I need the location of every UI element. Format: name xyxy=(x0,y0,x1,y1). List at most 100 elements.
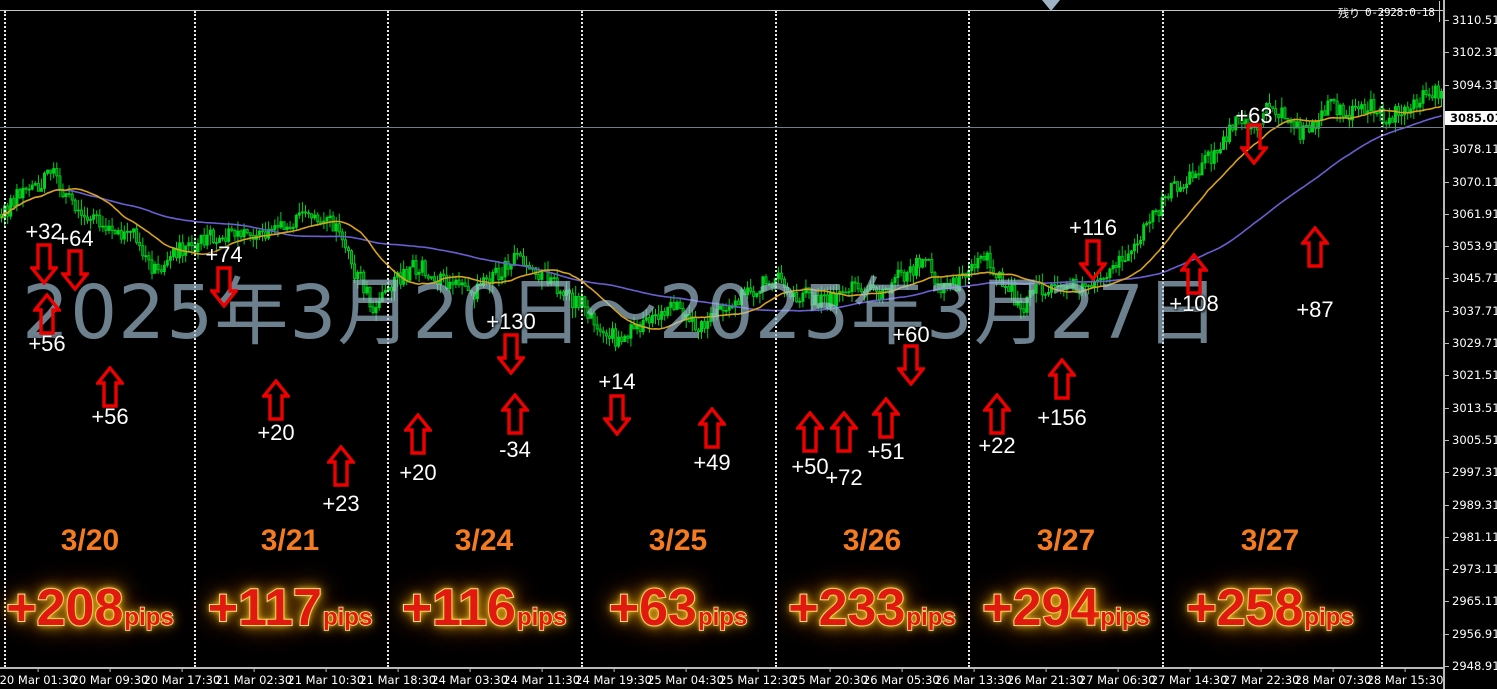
sell-arrow-down-icon xyxy=(495,333,527,380)
buy-arrow-up-icon xyxy=(794,410,826,458)
price-tick-label: 3045.71 xyxy=(1445,272,1497,285)
time-tick-label: 27 Mar 06:30 xyxy=(1078,667,1156,687)
price-tick-label: 2948.91 xyxy=(1445,660,1497,673)
time-tick-label: 20 Mar 09:30 xyxy=(71,667,149,687)
trade-pips-label: +51 xyxy=(867,439,905,464)
sell-arrow-down-icon xyxy=(208,266,240,313)
day-pips-unit: pips xyxy=(1304,604,1355,632)
price-tick-label: 3021.51 xyxy=(1445,369,1497,382)
day-pips-value: +258 xyxy=(1185,579,1304,637)
buy-arrow-up-icon xyxy=(402,412,434,460)
day-pips-unit: pips xyxy=(697,604,748,632)
trade-pips-label: +64 xyxy=(56,226,94,251)
sell-arrow-down-icon xyxy=(28,243,60,290)
trade-pips-label: +56 xyxy=(28,331,66,356)
top-border-rule xyxy=(0,10,1443,11)
time-tick-label: 21 Mar 02:30 xyxy=(215,667,293,687)
price-tick-label: 2973.11 xyxy=(1445,563,1497,576)
day-pips-total: +258 pips xyxy=(1185,579,1355,637)
trade-pips-label: +130 xyxy=(486,309,536,334)
day-pips-value: +63 xyxy=(608,579,698,637)
price-tick-label: 3037.71 xyxy=(1445,304,1497,318)
trade-pips-label: +50 xyxy=(791,454,829,479)
trade-pips-label: -34 xyxy=(499,437,531,462)
day-pips-value: +117 xyxy=(207,579,323,637)
time-tick-label: 25 Mar 20:30 xyxy=(791,667,868,687)
time-tick-label: 20 Mar 17:30 xyxy=(143,667,221,687)
time-tick-label: 21 Mar 18:30 xyxy=(359,667,437,687)
trade-pips-label: +60 xyxy=(892,322,930,347)
trade-pips-label: +63 xyxy=(1235,103,1273,128)
time-tick-label: 25 Mar 04:30 xyxy=(647,667,724,687)
day-separator-line xyxy=(4,11,6,667)
price-tick-label: 2981.11 xyxy=(1445,530,1497,544)
trade-pips-label: +116 xyxy=(1069,215,1117,240)
price-tick-label: 3070.11 xyxy=(1445,175,1497,189)
day-pips-unit: pips xyxy=(322,604,373,632)
day-date-label: 3/25 xyxy=(648,524,708,557)
time-tick-label: 28 Mar 15:30 xyxy=(1366,667,1444,687)
current-price-line xyxy=(0,127,1443,128)
sell-arrow-down-icon xyxy=(1238,123,1270,170)
day-pips-unit: pips xyxy=(124,604,175,632)
buy-arrow-up-icon xyxy=(828,410,860,458)
day-pips-unit: pips xyxy=(1100,604,1151,632)
time-axis[interactable]: 20 Mar 01:30 20 Mar 09:30 20 Mar 17:30 21 M… xyxy=(0,667,1443,689)
price-tick-label: 2997.31 xyxy=(1445,466,1497,479)
trade-pips-label: +20 xyxy=(257,420,295,445)
time-tick-label: 27 Mar 14:30 xyxy=(1150,667,1228,687)
buy-arrow-up-icon xyxy=(260,378,292,426)
price-axis[interactable]: 3110.51 3102.31 3094.31 3085.01 3078.11 3070.… xyxy=(1443,0,1497,689)
time-tick-label: 21 Mar 10:30 xyxy=(287,667,365,687)
day-date-label: 3/24 xyxy=(454,524,514,557)
day-separator-line xyxy=(194,11,196,667)
day-separator-line xyxy=(387,11,389,667)
buy-arrow-up-icon xyxy=(1178,252,1210,300)
trade-pips-label: +74 xyxy=(205,242,243,267)
day-separator-line xyxy=(968,11,970,667)
day-date-label: 3/20 xyxy=(60,524,120,557)
time-tick-label: 20 Mar 01:30 xyxy=(0,667,77,687)
price-tick-label: 3029.71 xyxy=(1445,337,1497,350)
price-tick-label: 3094.31 xyxy=(1445,78,1497,92)
trade-pips-label: +49 xyxy=(693,450,731,475)
trade-pips-label: +156 xyxy=(1037,405,1087,430)
time-tick-label: 24 Mar 11:30 xyxy=(503,667,581,687)
day-date-label: 3/26 xyxy=(842,524,902,557)
day-pips-value: +233 xyxy=(787,579,906,637)
buy-arrow-up-icon xyxy=(94,365,126,413)
day-pips-unit: pips xyxy=(516,604,567,632)
day-pips-value: +294 xyxy=(981,579,1100,637)
time-tick-label: 27 Mar 22:30 xyxy=(1222,667,1300,687)
day-pips-total: +208 pips xyxy=(5,579,175,637)
day-pips-total: +117 pips xyxy=(207,579,373,637)
trade-pips-label: +56 xyxy=(91,404,129,429)
day-separator-line xyxy=(775,11,777,667)
price-tick-label: 3110.51 xyxy=(1445,14,1497,27)
trade-pips-label: +72 xyxy=(825,465,863,490)
chart-plot-area[interactable] xyxy=(0,11,1443,667)
buy-arrow-up-icon xyxy=(696,406,728,454)
buy-arrow-up-icon xyxy=(499,392,531,440)
day-separator-line xyxy=(1381,11,1383,667)
time-tick-label: 26 Mar 05:30 xyxy=(862,667,940,687)
time-tick-label: 26 Mar 13:30 xyxy=(934,667,1012,687)
buy-arrow-up-icon xyxy=(870,396,902,444)
sell-arrow-down-icon xyxy=(601,394,633,441)
current-price-label: 3085.01 xyxy=(1445,110,1497,125)
sell-arrow-down-icon xyxy=(895,344,927,391)
buy-arrow-up-icon xyxy=(31,292,63,340)
time-tick-label: 24 Mar 19:30 xyxy=(575,667,652,687)
day-date-label: 3/21 xyxy=(260,524,320,557)
price-tick-label: 2956.91 xyxy=(1445,627,1497,641)
day-pips-value: +116 xyxy=(401,579,517,637)
day-date-label: 3/27 xyxy=(1036,524,1096,557)
candlestick-canvas xyxy=(0,80,1443,352)
time-tick-label: 28 Mar 07:30 xyxy=(1294,667,1372,687)
price-tick-label: 2965.11 xyxy=(1445,595,1497,608)
trade-pips-label: +20 xyxy=(399,460,437,485)
price-tick-label: 2989.31 xyxy=(1445,498,1497,512)
day-date-label: 3/27 xyxy=(1240,524,1300,557)
buy-arrow-up-icon xyxy=(981,392,1013,440)
price-tick-label: 3078.11 xyxy=(1445,143,1497,156)
